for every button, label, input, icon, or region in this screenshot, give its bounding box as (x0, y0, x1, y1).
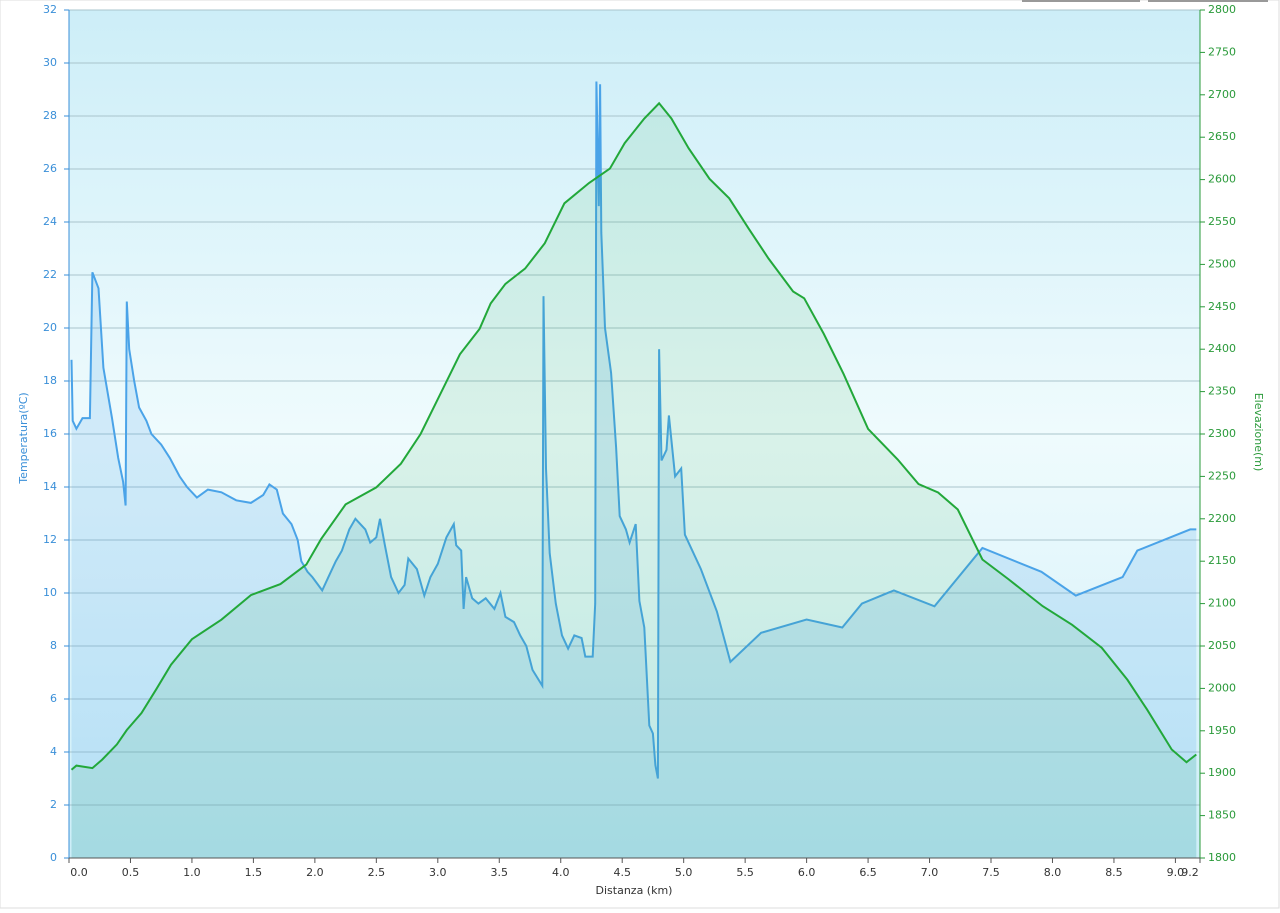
x-tick-label: 5.5 (736, 866, 754, 879)
y-tick-label: 30 (43, 56, 57, 69)
y2-tick-label: 1900 (1208, 766, 1236, 779)
x-tick-label: 7.5 (982, 866, 1000, 879)
x-tick-label: 0.0 (70, 866, 88, 879)
x-tick-label: 3.0 (429, 866, 447, 879)
area (71, 81, 1197, 858)
y2-tick-label: 2550 (1208, 215, 1236, 228)
y2-tick-label: 2450 (1208, 300, 1236, 313)
y-tick-label: 20 (43, 321, 57, 334)
y-tick-label: 10 (43, 586, 57, 599)
x-tick-label: 7.0 (921, 866, 939, 879)
y-tick-label: 14 (43, 480, 57, 493)
y-tick-label: 24 (43, 215, 57, 228)
y-tick-label: 2 (50, 798, 57, 811)
y-tick-label: 32 (43, 3, 57, 16)
y2-tick-label: 2800 (1208, 3, 1236, 16)
y-tick-label: 12 (43, 533, 57, 546)
y2-tick-label: 1850 (1208, 809, 1236, 822)
x-tick-label: 9.0 (1167, 866, 1185, 879)
y-tick-label: 28 (43, 109, 57, 122)
x-tick-label: 1.5 (245, 866, 263, 879)
y2-tick-label: 2100 (1208, 597, 1236, 610)
line (70, 81, 1197, 779)
line (70, 101, 1197, 771)
x-tick-label: 4.0 (552, 866, 570, 879)
y2-tick-label: 2350 (1208, 385, 1236, 398)
y2-axis-label: Elevazione(m) (1252, 393, 1265, 472)
area (71, 103, 1197, 859)
x-tick-label: 8.5 (1105, 866, 1123, 879)
y2-tick-label: 2250 (1208, 469, 1236, 482)
y-tick-label: 4 (50, 745, 57, 758)
y2-tick-label: 2500 (1208, 257, 1236, 270)
y2-tick-label: 2750 (1208, 45, 1236, 58)
y-tick-label: 8 (50, 639, 57, 652)
y2-tick-label: 2150 (1208, 554, 1236, 567)
y2-tick-label: 2200 (1208, 512, 1236, 525)
y2-tick-label: 1800 (1208, 851, 1236, 864)
y-tick-label: 18 (43, 374, 57, 387)
y-axis-label: Temperatura(ºC) (17, 392, 30, 484)
x-tick-label: 5.0 (675, 866, 693, 879)
y2-tick-label: 2650 (1208, 130, 1236, 143)
y-tick-label: 0 (50, 851, 57, 864)
y2-tick-label: 2050 (1208, 639, 1236, 652)
x-tick-label: 1.0 (183, 866, 201, 879)
y-tick-label: 6 (50, 692, 57, 705)
x-tick-label: 9.2 (1181, 866, 1199, 879)
y2-tick-label: 2400 (1208, 342, 1236, 355)
y-tick-label: 16 (43, 427, 57, 440)
x-tick-label: 0.5 (122, 866, 140, 879)
x-tick-label: 6.5 (859, 866, 877, 879)
x-tick-label: 8.0 (1044, 866, 1062, 879)
x-tick-label: 3.5 (491, 866, 509, 879)
y-tick-label: 26 (43, 162, 57, 175)
x-tick-label: 2.0 (306, 866, 324, 879)
y-tick-label: 22 (43, 268, 57, 281)
y2-tick-label: 2300 (1208, 427, 1236, 440)
y2-tick-label: 2700 (1208, 88, 1236, 101)
y2-tick-label: 2000 (1208, 681, 1236, 694)
x-axis-label: Distanza (km) (596, 884, 673, 897)
x-tick-label: 4.5 (613, 866, 631, 879)
x-tick-label: 2.5 (368, 866, 386, 879)
x-tick-label: 6.0 (798, 866, 816, 879)
y2-tick-label: 2600 (1208, 173, 1236, 186)
y2-tick-label: 1950 (1208, 724, 1236, 737)
